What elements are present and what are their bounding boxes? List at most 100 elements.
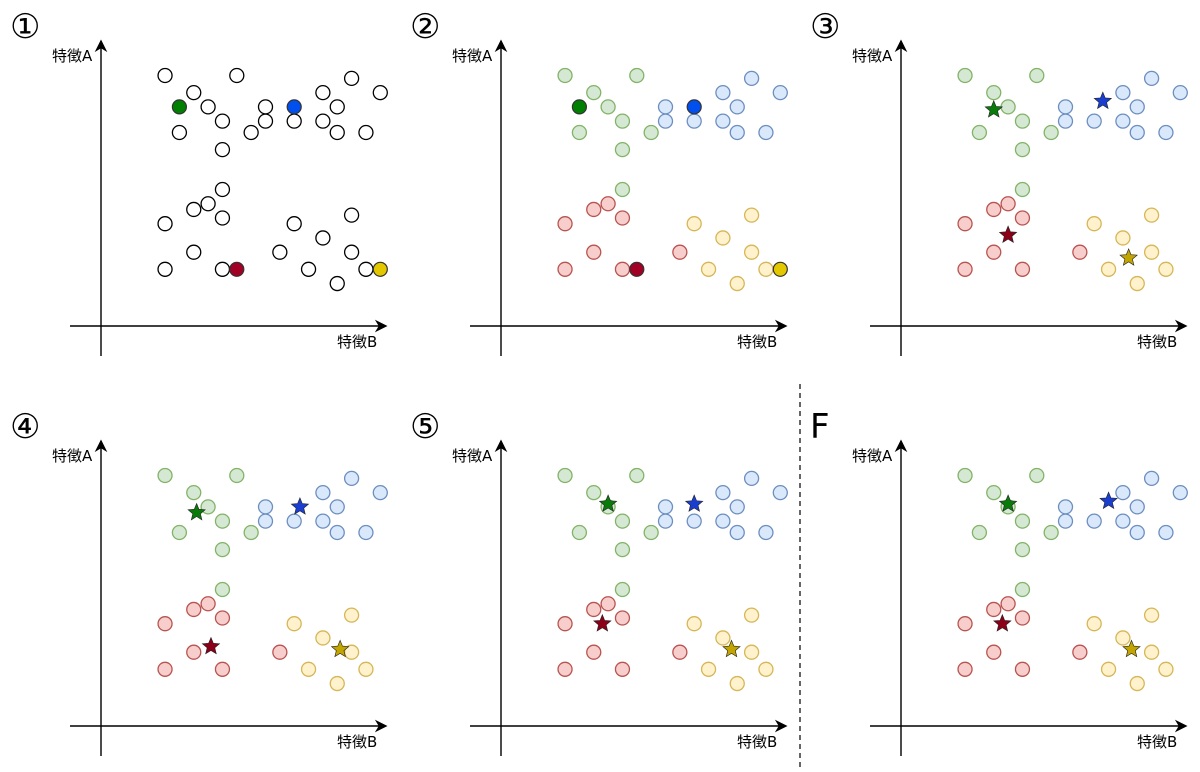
data-point xyxy=(657,499,674,515)
centroid-star xyxy=(598,494,618,512)
initial-seed-point xyxy=(229,261,245,277)
data-point xyxy=(1057,113,1074,129)
data-point xyxy=(700,261,717,277)
data-point xyxy=(300,661,317,677)
data-point xyxy=(186,244,202,260)
data-point xyxy=(286,513,302,529)
data-point xyxy=(700,661,717,677)
data-point xyxy=(586,244,602,260)
data-point xyxy=(1086,216,1102,232)
data-point xyxy=(643,524,659,541)
data-point xyxy=(957,67,973,84)
data-point xyxy=(772,484,788,501)
data-point xyxy=(629,67,645,84)
data-point xyxy=(200,196,216,212)
data-point xyxy=(358,261,374,277)
centroid-star xyxy=(187,502,206,521)
data-point xyxy=(1057,513,1074,529)
data-point xyxy=(1129,524,1145,541)
data-point xyxy=(1129,275,1145,292)
data-point xyxy=(686,513,702,529)
x-axis-label: 特徴B xyxy=(1137,333,1177,351)
data-point xyxy=(557,467,573,484)
data-point xyxy=(957,467,973,484)
step-label: ⑤ xyxy=(410,407,440,447)
data-point xyxy=(372,84,388,101)
initial-seed-point xyxy=(372,261,388,277)
data-point xyxy=(614,210,631,226)
data-point xyxy=(1057,99,1074,115)
data-point xyxy=(343,470,360,486)
y-axis-label: 特徴A xyxy=(52,47,93,65)
centroid-star xyxy=(993,613,1012,632)
data-point xyxy=(1143,70,1160,86)
panel-6: F 特徴A 特徴B xyxy=(810,407,1188,756)
data-point xyxy=(358,524,374,541)
data-point xyxy=(272,244,288,260)
data-point xyxy=(657,113,674,129)
data-point xyxy=(1158,261,1174,277)
data-point xyxy=(286,616,302,632)
data-point xyxy=(600,196,616,212)
data-point xyxy=(229,467,245,484)
data-point xyxy=(1086,513,1102,529)
data-point xyxy=(586,644,602,660)
data-point xyxy=(1143,244,1160,260)
data-point xyxy=(614,610,631,626)
data-point xyxy=(171,124,188,141)
data-point xyxy=(1172,484,1188,501)
data-point xyxy=(243,524,259,541)
data-point xyxy=(672,244,688,260)
data-point xyxy=(986,201,1002,218)
data-point xyxy=(729,524,745,541)
data-point xyxy=(643,124,659,141)
data-point xyxy=(372,484,388,501)
data-point xyxy=(186,601,202,618)
data-point xyxy=(358,661,374,677)
data-point xyxy=(1072,244,1088,260)
data-point xyxy=(157,216,173,232)
data-point xyxy=(986,84,1002,101)
data-point xyxy=(1014,610,1031,626)
data-point xyxy=(614,513,631,529)
data-point xyxy=(758,661,774,677)
centroid-star xyxy=(998,225,1018,244)
data-point xyxy=(758,524,774,541)
centroid-star xyxy=(722,639,741,658)
data-point xyxy=(614,113,631,129)
data-point xyxy=(1029,67,1045,84)
data-point xyxy=(1158,524,1174,541)
data-point xyxy=(743,607,760,623)
data-point xyxy=(186,484,202,501)
data-point xyxy=(758,261,774,277)
panel-3: ③ 特徴A 特徴B xyxy=(810,7,1188,356)
data-point xyxy=(186,84,202,101)
data-point xyxy=(557,661,573,677)
data-point xyxy=(557,67,573,84)
data-point xyxy=(157,661,173,677)
panel-2: ② 特徴A 特徴B xyxy=(410,7,788,356)
data-point xyxy=(157,67,173,84)
data-point xyxy=(629,467,645,484)
data-point xyxy=(214,513,231,529)
data-point xyxy=(571,124,588,141)
data-point xyxy=(1014,541,1031,558)
data-point xyxy=(1014,261,1031,277)
data-point xyxy=(1057,499,1074,515)
data-point xyxy=(186,644,202,660)
centroid-star xyxy=(684,494,704,512)
data-point xyxy=(729,99,745,115)
data-point xyxy=(1014,513,1031,529)
data-point xyxy=(686,113,702,129)
y-axis-label: 特徴A xyxy=(852,47,893,65)
centroid-star xyxy=(1119,248,1138,266)
data-point xyxy=(614,261,631,277)
data-point xyxy=(743,207,760,223)
data-point xyxy=(600,596,616,612)
data-point xyxy=(214,661,231,677)
data-point xyxy=(729,499,745,515)
data-point xyxy=(743,244,760,260)
data-point xyxy=(243,124,259,141)
data-point xyxy=(986,244,1002,260)
initial-seed-point xyxy=(772,261,788,277)
